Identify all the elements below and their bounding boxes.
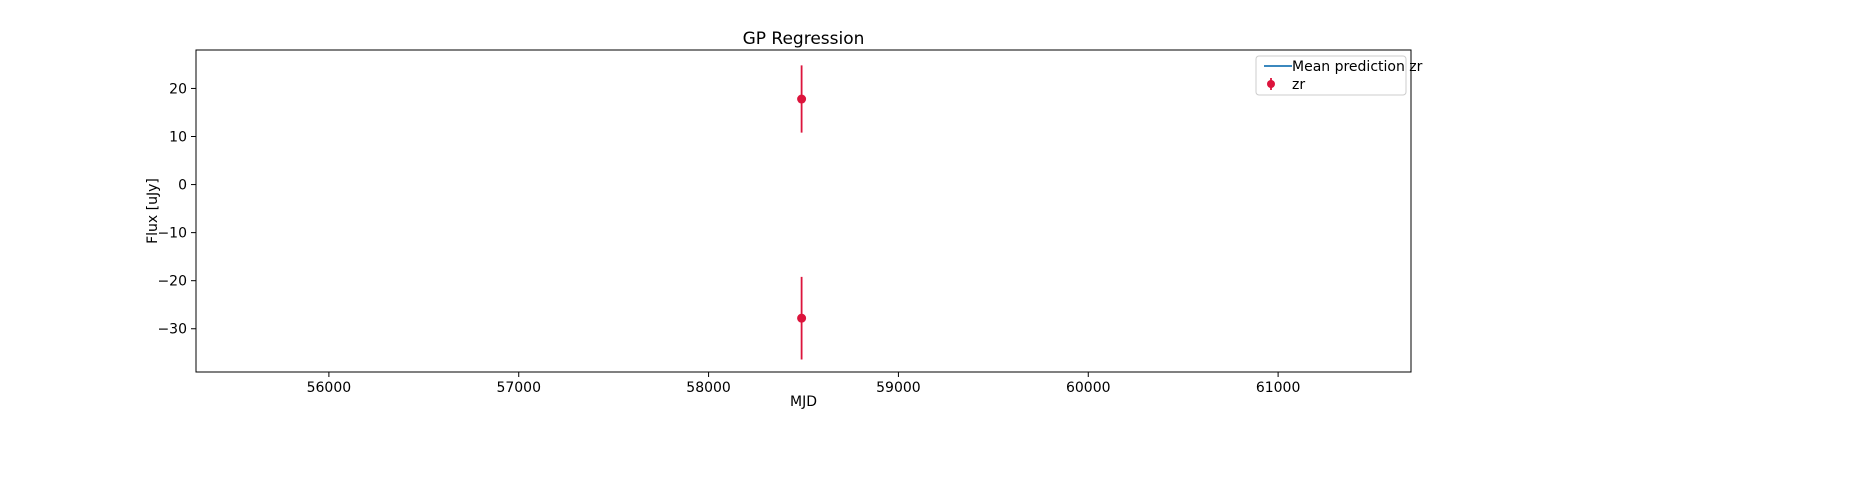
x-tick-label: 58000 [686,380,731,396]
legend-label: Mean prediction zr [1292,59,1423,75]
y-tick-label: 10 [169,130,187,146]
chart-title: GP Regression [743,29,865,49]
y-tick-label: −20 [157,274,187,290]
x-tick-label: 56000 [307,380,352,396]
legend-swatch [1267,80,1275,88]
x-tick-label: 61000 [1256,380,1301,396]
legend-box [1255,55,1407,96]
y-axis-label: Flux [uJy] [145,178,161,244]
y-axis: 20 10 0 −10 −20 −30 [157,81,196,338]
x-tick-label: 59000 [876,380,921,396]
data-point [797,313,807,323]
data-layer [797,65,807,360]
y-tick-label: −10 [157,226,187,242]
x-axis-label: MJD [790,394,817,410]
y-tick-label: −30 [157,322,187,338]
plot-frame [195,49,1412,373]
legend: Mean prediction zr zr [1255,55,1423,96]
y-tick-label: 0 [178,178,187,194]
legend-label: zr [1292,77,1305,93]
x-tick-label: 57000 [496,380,541,396]
data-point [797,94,807,104]
x-tick-label: 60000 [1066,380,1111,396]
x-axis: 56000 57000 58000 59000 60000 61000 [307,372,1301,396]
y-tick-label: 20 [169,81,187,97]
